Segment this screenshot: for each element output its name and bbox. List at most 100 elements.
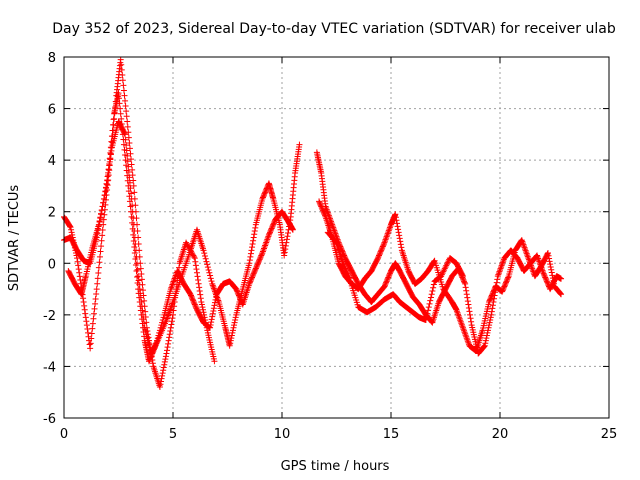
data-point-marker — [108, 138, 115, 145]
data-point-marker — [430, 284, 437, 291]
data-point-marker — [126, 139, 133, 146]
data-point-marker — [232, 317, 239, 324]
data-point-marker — [140, 287, 147, 294]
data-point-marker — [251, 228, 258, 235]
data-point-marker — [500, 286, 507, 293]
data-point-marker — [80, 298, 87, 305]
data-point-marker — [427, 297, 434, 304]
data-point-marker — [137, 307, 144, 314]
data-point-marker — [499, 287, 506, 294]
data-point-marker — [138, 311, 145, 318]
data-point-marker — [93, 286, 100, 293]
data-point-marker — [137, 303, 144, 310]
data-point-marker — [252, 266, 259, 273]
data-point-marker — [464, 298, 471, 305]
data-point-marker — [136, 294, 143, 301]
data-point-marker — [154, 335, 161, 342]
data-point-marker — [76, 273, 83, 280]
data-point-marker — [320, 210, 327, 217]
data-point-marker — [138, 276, 145, 283]
data-point-marker — [465, 301, 472, 308]
data-point-marker — [156, 384, 163, 391]
data-point-marker — [66, 223, 73, 230]
data-point-marker — [342, 265, 349, 272]
series-trace-a — [61, 56, 218, 391]
data-point-marker — [545, 252, 552, 259]
data-point-marker — [346, 274, 353, 281]
data-point-marker — [342, 266, 349, 273]
data-point-marker — [377, 249, 384, 256]
data-point-marker — [159, 319, 166, 326]
data-point-marker — [382, 282, 389, 289]
data-point-marker — [207, 321, 214, 328]
data-point-marker — [380, 242, 387, 249]
data-point-marker — [459, 273, 466, 280]
data-point-marker — [100, 199, 107, 206]
data-point-marker — [482, 340, 489, 347]
data-point-marker — [227, 337, 234, 344]
data-point-marker — [462, 284, 469, 291]
data-point-marker — [385, 274, 392, 281]
data-point-marker — [160, 364, 167, 371]
data-point-marker — [550, 277, 557, 284]
data-point-marker — [103, 181, 110, 188]
data-point-marker — [256, 256, 263, 263]
data-point-marker — [94, 275, 101, 282]
data-point-marker — [267, 228, 274, 235]
data-point-marker — [150, 347, 157, 354]
data-point-marker — [489, 289, 496, 296]
plot-frame — [63, 56, 610, 419]
data-point-marker — [249, 274, 256, 281]
data-point-marker — [236, 293, 243, 300]
data-point-marker — [485, 327, 492, 334]
data-point-marker — [281, 252, 288, 259]
data-point-marker — [501, 282, 508, 289]
data-point-marker — [228, 335, 235, 342]
data-point-marker — [502, 280, 509, 287]
data-point-marker — [205, 266, 212, 273]
data-point-marker — [211, 358, 218, 365]
data-point-marker — [231, 319, 238, 326]
data-point-marker — [198, 301, 205, 308]
data-point-marker — [209, 313, 216, 320]
data-point-marker — [558, 291, 565, 298]
data-point-marker — [124, 118, 131, 125]
data-point-marker — [128, 161, 135, 168]
data-point-marker — [152, 342, 159, 349]
data-point-marker — [386, 270, 393, 277]
data-point-marker — [261, 191, 268, 198]
data-point-marker — [483, 335, 490, 342]
data-point-marker — [195, 277, 202, 284]
data-point-marker — [265, 231, 272, 238]
data-point-marker — [135, 273, 142, 280]
data-point-marker — [252, 265, 259, 272]
data-point-marker — [68, 229, 75, 236]
data-point-marker — [254, 261, 261, 268]
data-point-marker — [183, 240, 190, 247]
data-point-marker — [98, 243, 105, 250]
data-point-marker — [160, 367, 167, 374]
data-point-marker — [246, 280, 253, 287]
data-point-marker — [491, 287, 498, 294]
data-point-marker — [81, 306, 88, 313]
data-point-marker — [110, 121, 117, 128]
data-point-marker — [208, 278, 215, 285]
data-point-marker — [268, 225, 275, 232]
x-tick-label: 0 — [60, 427, 68, 442]
data-point-marker — [139, 320, 146, 327]
data-point-marker — [548, 269, 555, 276]
data-points — [61, 56, 565, 391]
data-point-marker — [247, 277, 254, 284]
data-point-marker — [130, 237, 137, 244]
data-point-marker — [97, 214, 104, 221]
data-point-marker — [194, 273, 201, 280]
data-point-marker — [159, 317, 166, 324]
data-point-marker — [394, 223, 401, 230]
data-point-marker — [196, 284, 203, 291]
data-point-marker — [170, 311, 176, 318]
data-point-marker — [483, 332, 490, 339]
data-point-marker — [118, 66, 125, 73]
data-point-marker — [150, 346, 157, 353]
data-point-marker — [549, 272, 556, 279]
